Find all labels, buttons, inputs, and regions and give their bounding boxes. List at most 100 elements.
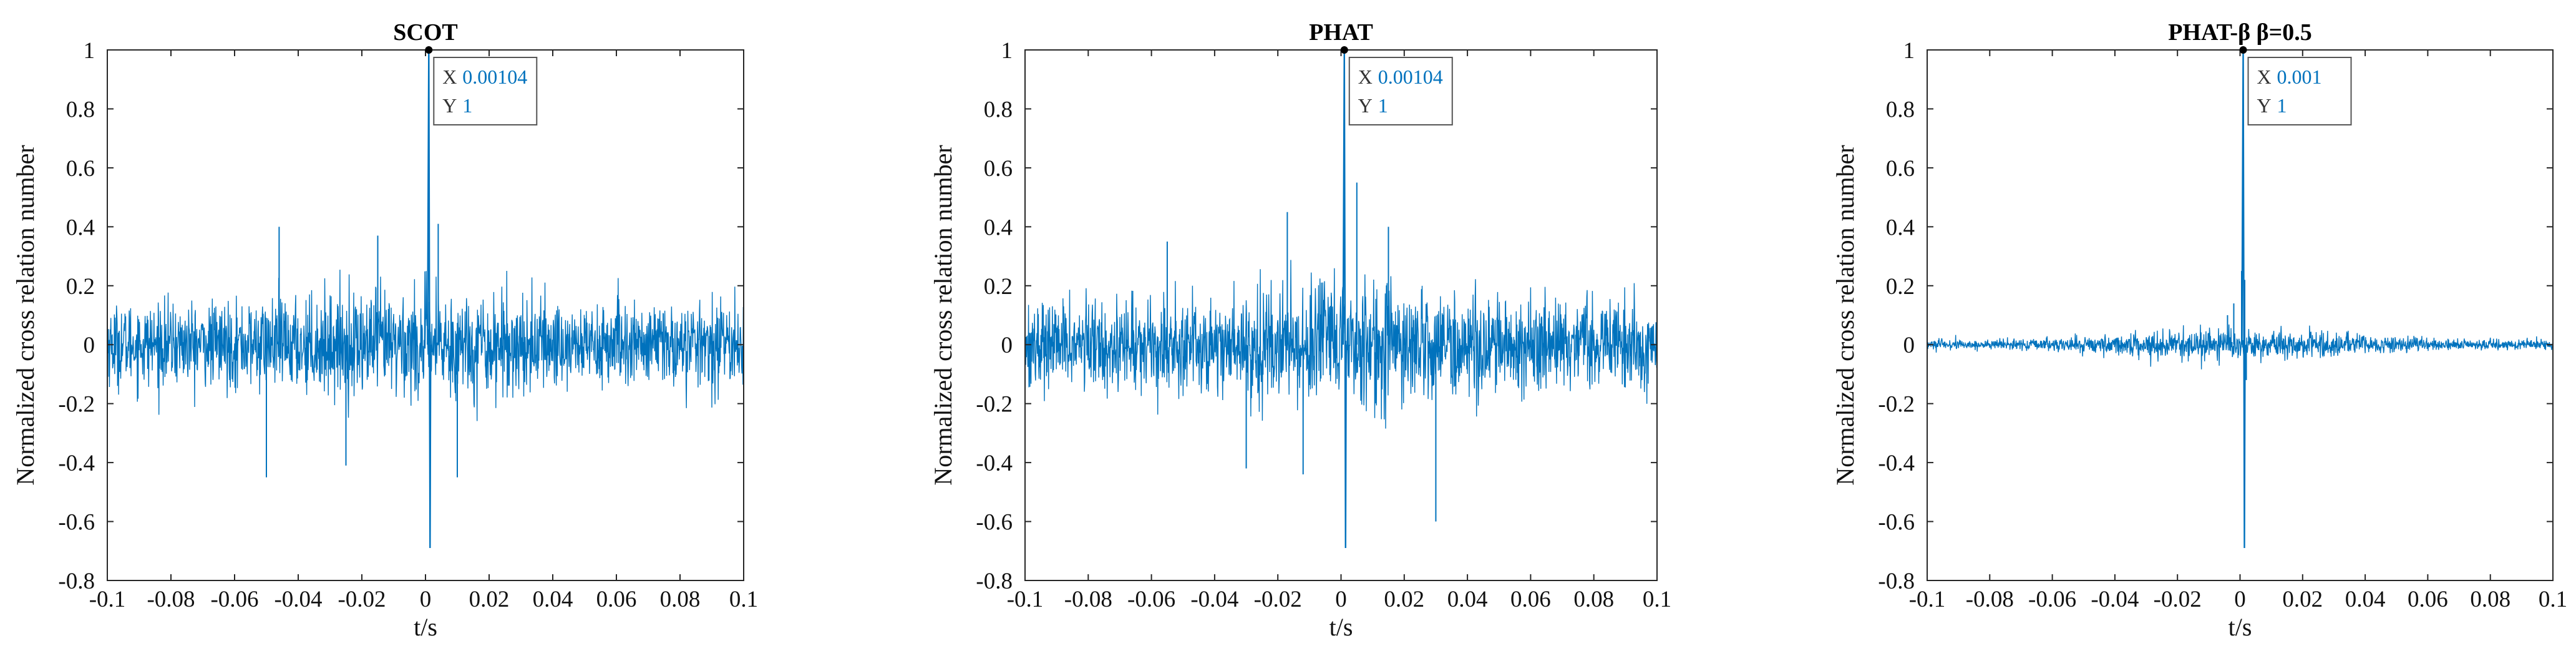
x-tick-label: 0.02 (469, 587, 510, 612)
y-axis-label: Normalized cross relation number (11, 145, 39, 485)
y-tick-label: 0.2 (66, 274, 95, 300)
y-tick-label: 1 (1001, 38, 1013, 64)
x-tick-label: 0.02 (2282, 587, 2323, 612)
datatip-x-value: 0.001 (2277, 66, 2322, 88)
y-tick-label: 1 (84, 38, 95, 64)
y-tick-label: -0.6 (1878, 510, 1915, 536)
datatip-box (433, 57, 538, 125)
y-tick-label: -0.2 (1878, 392, 1915, 418)
y-tick-label: 0.8 (1886, 97, 1915, 122)
y-tick-label: -0.8 (1878, 569, 1915, 594)
chart-panel-1: -0.1 -0.08 -0.06 -0.04 -0.02 0 0.02 0.04 0.06 0.0… (11, 19, 758, 641)
y-tick-label: 0 (1001, 333, 1013, 358)
x-tick-label: 0.04 (1447, 587, 1488, 612)
y-tick-label: 0.2 (984, 274, 1013, 300)
y-tick-label: 0.8 (66, 97, 95, 122)
datatip-box (1348, 57, 1453, 125)
y-tick-label: 0.8 (984, 97, 1013, 122)
peak-spike (2241, 49, 2246, 549)
x-tick-label: 0.04 (2345, 587, 2386, 612)
x-tick-label: -0.04 (1190, 587, 1238, 612)
x-tick-label: 0.06 (596, 587, 637, 612)
series-line (107, 270, 744, 421)
datatip-box (2247, 57, 2352, 125)
x-tick-label: 0.1 (2539, 587, 2567, 612)
y-tick-label: -0.4 (58, 451, 95, 476)
datatip-y-value: 1 (462, 94, 472, 117)
y-tick-label: 0.6 (984, 156, 1013, 182)
x-tick-label: -0.1 (1007, 587, 1044, 612)
x-tick-label: -0.08 (1966, 587, 2014, 612)
x-tick-label: -0.1 (89, 587, 126, 612)
x-tick-label: -0.08 (1064, 587, 1112, 612)
y-axis-label: Normalized cross relation number (929, 145, 957, 485)
x-tick-label: 0.02 (1384, 587, 1424, 612)
y-tick-label: -0.2 (58, 392, 95, 418)
datatip-x-label: X (1358, 66, 1373, 88)
peak-spike (1342, 49, 1347, 549)
datatip-y-value: 1 (2277, 94, 2287, 117)
x-tick-label: 0.1 (1643, 587, 1671, 612)
x-tick-label: -0.02 (1254, 587, 1302, 612)
x-tick-label: -0.04 (2091, 587, 2139, 612)
x-tick-label: -0.04 (274, 587, 322, 612)
datatip-x-label: X (2257, 66, 2272, 88)
y-tick-label: 0.2 (1886, 274, 1915, 300)
y-tick-label: -0.8 (58, 569, 95, 594)
x-tick-label: 0.1 (729, 587, 758, 612)
y-tick-label: -0.6 (976, 510, 1013, 536)
y-tick-label: -0.6 (58, 510, 95, 536)
datatip-x-label: X (442, 66, 457, 88)
y-axis-label: Normalized cross relation number (1831, 145, 1859, 485)
series-line (1927, 324, 2554, 370)
y-tick-label: 0.6 (1886, 156, 1915, 182)
x-tick-label: -0.1 (1909, 587, 1946, 612)
datatip-marker (1340, 46, 1348, 54)
chart-panel-2: -0.1 -0.08 -0.06 -0.04 -0.02 0 0.02 0.04 0.06 0.0… (929, 19, 1671, 641)
x-axis-label: t/s (2228, 613, 2252, 641)
y-tick-label: 0 (84, 333, 95, 358)
x-tick-label: -0.06 (1127, 587, 1175, 612)
datatip-y-label: Y (2257, 94, 2272, 117)
chart-title: PHAT (1309, 19, 1373, 46)
x-tick-label: -0.08 (147, 587, 195, 612)
datatip-y-label: Y (442, 94, 457, 117)
x-tick-label: -0.02 (2154, 587, 2202, 612)
x-tick-label: -0.02 (338, 587, 386, 612)
series-line (1024, 260, 1658, 429)
datatip-x-value: 0.00104 (1378, 66, 1443, 88)
y-tick-label: -0.4 (1878, 451, 1915, 476)
x-tick-label: 0 (1335, 587, 1347, 612)
x-axis-label: t/s (1329, 613, 1353, 641)
x-tick-label: 0.06 (1510, 587, 1551, 612)
x-tick-label: 0.06 (2408, 587, 2448, 612)
datatip-marker (2239, 46, 2247, 54)
x-tick-label: 0 (2234, 587, 2246, 612)
x-tick-label: 0.08 (660, 587, 701, 612)
datatip-marker (425, 46, 433, 54)
x-tick-label: 0.08 (2470, 587, 2510, 612)
datatip-y-label: Y (1358, 94, 1373, 117)
x-tick-label: 0.08 (1573, 587, 1614, 612)
peak-spike (427, 49, 432, 549)
x-tick-label: 0 (420, 587, 432, 612)
chart-title: SCOT (393, 19, 457, 46)
y-tick-label: 0.4 (66, 215, 95, 240)
x-tick-label: -0.06 (210, 587, 258, 612)
y-tick-label: 0.4 (984, 215, 1013, 240)
y-tick-label: -0.2 (976, 392, 1013, 418)
x-axis-label: t/s (414, 613, 437, 641)
y-tick-label: 0.4 (1886, 215, 1915, 240)
chart-panel-3: -0.1 -0.08 -0.06 -0.04 -0.02 0 0.02 0.04 0.06 0.0… (1831, 19, 2567, 641)
x-tick-label: 0.04 (533, 587, 573, 612)
y-tick-label: 0 (1903, 333, 1915, 358)
plot-area (1927, 49, 2554, 581)
x-tick-label: -0.06 (2028, 587, 2076, 612)
datatip-y-value: 1 (1378, 94, 1388, 117)
y-tick-label: -0.8 (976, 569, 1013, 594)
chart-title: PHAT-β β=0.5 (2168, 19, 2312, 46)
